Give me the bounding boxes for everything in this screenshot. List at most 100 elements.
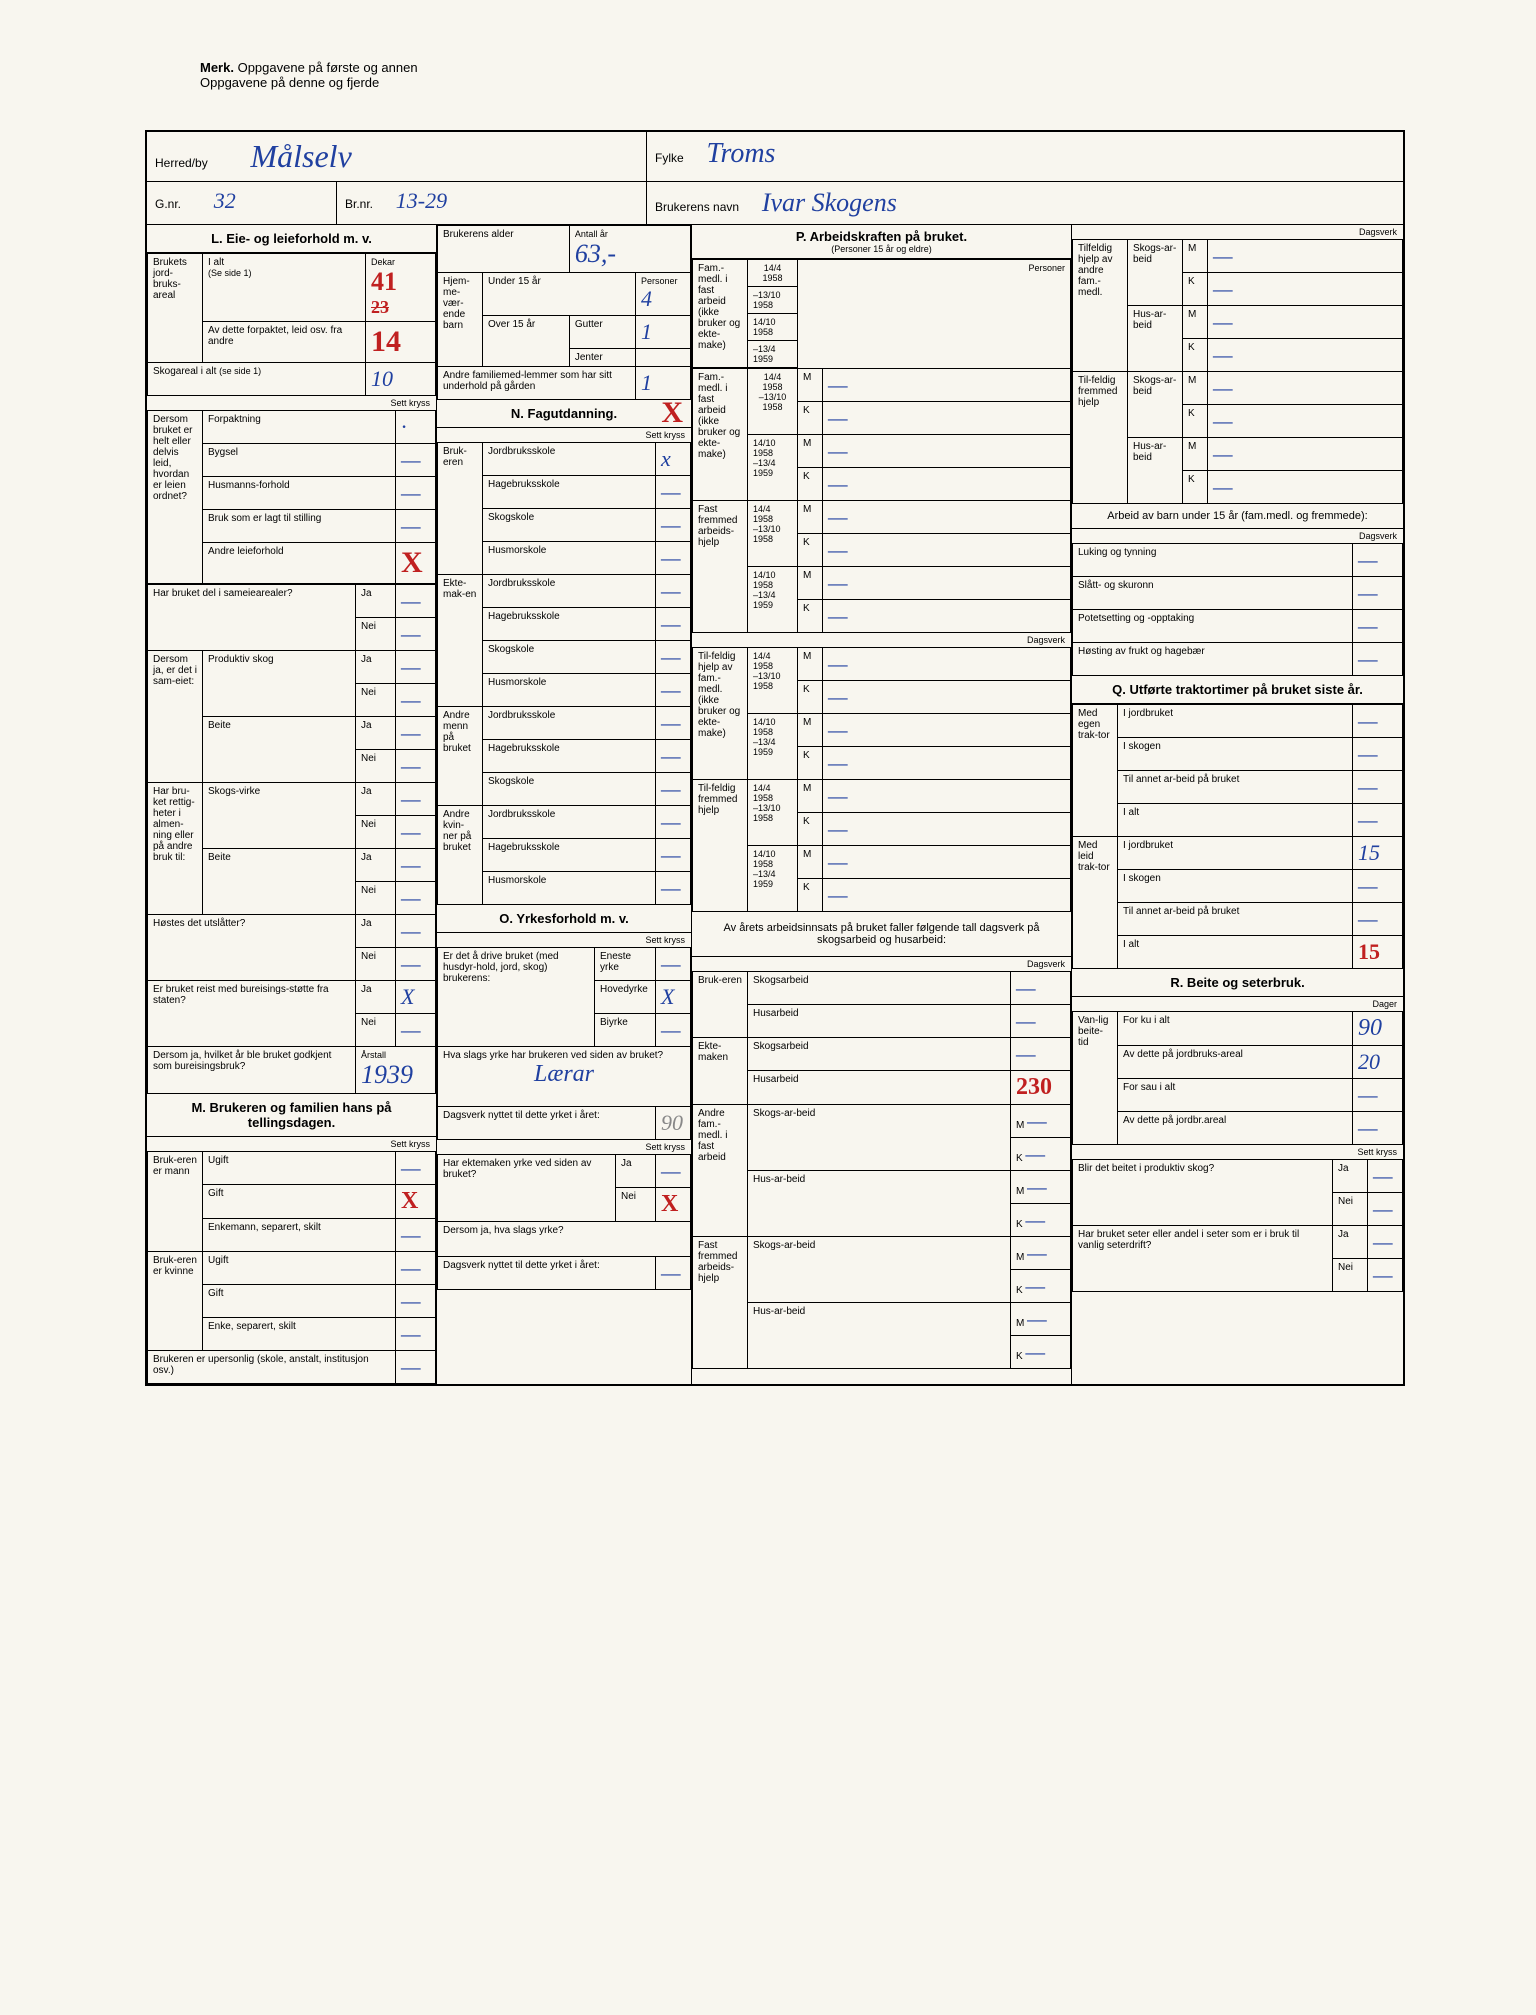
main-content: L. Eie- og leieforhold m. v. Brukets jor… — [147, 225, 1403, 1384]
P-M-6: M — [798, 714, 823, 747]
R-av-dette-jordbr: Av dette på jordbr.areal — [1118, 1112, 1353, 1145]
Q-annet-1-val: — — [1353, 771, 1403, 804]
P-K-8: K — [798, 879, 823, 912]
PR-M-4: M — [1183, 438, 1208, 471]
PR-skogs-2: Skogs-ar-beid — [1128, 372, 1183, 438]
N-title-mark: X — [661, 396, 683, 430]
PR-hus-2: Hus-ar-beid — [1128, 438, 1183, 504]
N-jord-3-mark: — — [656, 707, 691, 740]
N-husmor-4-mark: — — [656, 872, 691, 905]
R-ja-2: Ja — [1333, 1226, 1368, 1259]
ugift-2: Ugift — [203, 1252, 396, 1285]
Q-skog-1: I skogen — [1118, 738, 1353, 771]
Q-med-egen: Med egen trak-tor — [1073, 705, 1118, 837]
N-skog-3-mark: — — [656, 773, 691, 806]
merk-text1: Oppgavene på første og annen — [238, 60, 418, 75]
P-fast-fremmed-2: Fast fremmed arbeids-hjelp — [693, 1237, 748, 1369]
L-title: L. Eie- og leieforhold m. v. — [147, 225, 436, 253]
N-skog-1-mark: — — [656, 509, 691, 542]
sett-kryss-1: Sett kryss — [147, 396, 436, 410]
husmanns: Husmanns-forhold — [203, 477, 396, 510]
N-jord-2: Jordbruksskole — [483, 575, 656, 608]
N-husmor-4: Husmorskole — [483, 872, 656, 905]
PR-potet-val: — — [1353, 610, 1403, 643]
Q-title: Q. Utførte traktortimer på bruket siste … — [1072, 676, 1403, 704]
P-tilfeldig-fremmed-1: Til-feldig fremmed hjelp — [693, 780, 748, 912]
P-table-dagsverk: Bruk-eren Skogsarbeid— Husarbeid— Ekte-m… — [692, 971, 1071, 1369]
ja-2: Ja — [356, 651, 396, 684]
O-hoved-mark: X — [661, 984, 674, 1009]
gutter-label: Gutter — [569, 316, 635, 349]
andre-familie-value: 1 — [641, 370, 652, 395]
ja-7: Ja — [356, 981, 396, 1014]
O-dagsverk-value: 90 — [661, 1110, 683, 1135]
alder-table: Brukerens alder Antall år 63,- Hjem-me-v… — [437, 225, 691, 400]
P-t3a: 14/4 1958 — [753, 783, 773, 803]
P-p3b: –13/10 1958 — [753, 524, 781, 544]
hostes: Høstes det utslåtter? — [148, 915, 356, 981]
nei-4-mark: — — [396, 816, 436, 849]
N-andre-kvinner: Andre kvin-ner på bruket — [438, 806, 483, 905]
brnr-label: Br.nr. — [345, 197, 373, 211]
P-p2b: –13/4 1959 — [753, 458, 776, 478]
O-hva-slags-value: Lærar — [443, 1061, 685, 1088]
over15-label: Over 15 år — [483, 316, 570, 367]
skogareal-label: Skogareal i alt — [153, 366, 216, 377]
brukets-label: Brukets jord-bruks-areal — [148, 254, 203, 363]
bruksom-mark: — — [396, 510, 436, 543]
O-biyrke: Biyrke — [594, 1014, 655, 1047]
O-hva-slags: Hva slags yrke har brukeren ved siden av… — [443, 1050, 685, 1061]
beite-1: Beite — [203, 717, 356, 783]
N-title-wrap: N. Fagutdanning. X — [437, 400, 691, 428]
brnr-value: 13-29 — [396, 188, 447, 213]
N-skog-2: Skogskole — [483, 641, 656, 674]
er-bruket-reist: Er bruket reist med bureisings-støtte fr… — [148, 981, 356, 1047]
ja-5-mark: — — [396, 849, 436, 882]
R-title: R. Beite og seterbruk. — [1072, 969, 1403, 997]
PR-barn-table: Luking og tynning— Slått- og skuronn— Po… — [1072, 543, 1403, 676]
PR-K-4: K — [1183, 471, 1208, 504]
P-K-9: K — [1016, 1153, 1023, 1164]
under15-label: Under 15 år — [483, 273, 636, 316]
nei-2: Nei — [356, 684, 396, 717]
andre-familie-label: Andre familiemed-lemmer som har sitt und… — [438, 367, 636, 400]
M-title: M. Brukeren og familien hans på tellings… — [147, 1094, 436, 1137]
Q-annet-2-val: — — [1353, 903, 1403, 936]
P-K-8-val: — — [823, 879, 1071, 912]
P-t3b: –13/10 1958 — [753, 803, 781, 823]
N-hage-4: Hagebruksskole — [483, 839, 656, 872]
dersom-bruket-label: Dersom bruket er helt eller delvis leid,… — [148, 411, 203, 584]
R-har-seter: Har bruket seter eller andel i seter som… — [1073, 1226, 1333, 1292]
O-eneste-mark: — — [656, 948, 691, 981]
P-M-6-val: — — [823, 714, 1071, 747]
PR-K-3: K — [1183, 405, 1208, 438]
P-d3: 14/10 1958 — [748, 314, 798, 341]
P-K-7-val: — — [823, 813, 1071, 846]
PR-skogs-1: Skogs-ar-beid — [1128, 240, 1183, 306]
Q-ialt-1: I alt — [1118, 804, 1353, 837]
nei-6: Nei — [356, 948, 396, 981]
bygsel-mark: — — [396, 444, 436, 477]
N-brukeren: Bruk-eren — [438, 443, 483, 575]
forpaktning-dot: · — [401, 414, 407, 439]
N-husmor-2-mark: — — [656, 674, 691, 707]
P-K-12-val: — — [1025, 1339, 1045, 1364]
P-M-7-val: — — [823, 780, 1071, 813]
PR-dagsverk-2: Dagsverk — [1072, 529, 1403, 543]
P-M-5: M — [798, 648, 823, 681]
P-M-8-val: — — [823, 846, 1071, 879]
P-d1: 14/4 1958 — [748, 260, 798, 287]
P-M-1: M — [798, 369, 823, 402]
O-dagsverk2-mark: — — [656, 1257, 691, 1290]
P-M-4-val: — — [823, 567, 1071, 600]
L-table-top: Brukets jord-bruks-areal I alt (Se side … — [147, 253, 436, 396]
P-M-10-val: — — [1027, 1174, 1047, 1199]
PR-M-1-val: — — [1208, 240, 1403, 273]
bruk-som: Bruk som er lagt til stilling — [203, 510, 396, 543]
P-K-6-val: — — [823, 747, 1071, 780]
P-skogs-ar: Skogs-ar-beid — [748, 1105, 1011, 1171]
R-for-ku-value: 90 — [1358, 1015, 1382, 1041]
nei-6-mark: — — [396, 948, 436, 981]
page: Merk. Oppgavene på første og annen Oppga… — [0, 0, 1536, 2015]
P-table-periods: Fam.-medl. i fast arbeid (ikke bruker og… — [692, 368, 1071, 633]
